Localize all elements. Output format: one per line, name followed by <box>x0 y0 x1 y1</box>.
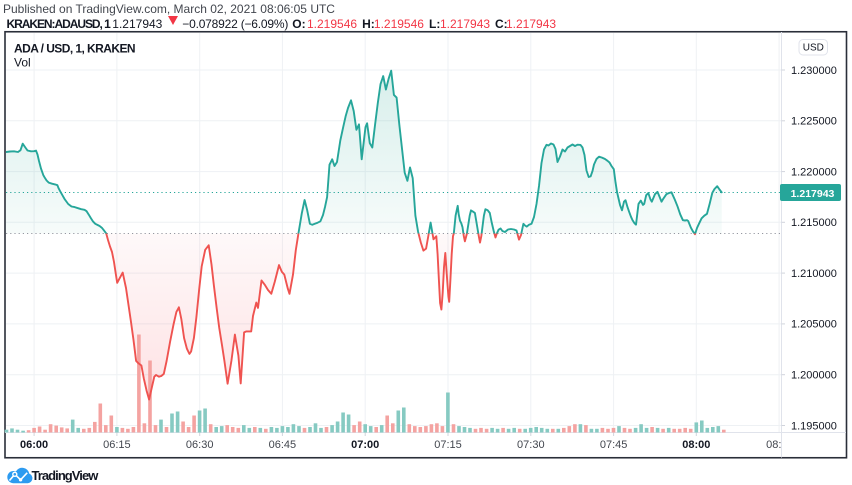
svg-text:1.195000: 1.195000 <box>791 420 837 432</box>
svg-text:06:45: 06:45 <box>269 439 297 451</box>
svg-text:06:15: 06:15 <box>103 439 131 451</box>
svg-text:USD: USD <box>803 43 824 54</box>
svg-text:07:15: 07:15 <box>434 439 462 451</box>
svg-text:1.220000: 1.220000 <box>791 166 837 178</box>
svg-text:TradingView: TradingView <box>32 468 100 483</box>
svg-text:1.215000: 1.215000 <box>791 217 837 229</box>
svg-text:1.205000: 1.205000 <box>791 319 837 331</box>
svg-text:1.225000: 1.225000 <box>791 116 837 128</box>
svg-text:Vol: Vol <box>14 56 31 70</box>
svg-text:07:00: 07:00 <box>351 439 379 451</box>
svg-text:ADA / USD, 1, KRAKEN: ADA / USD, 1, KRAKEN <box>14 42 135 56</box>
svg-text:07:45: 07:45 <box>600 439 628 451</box>
svg-text:1.217943: 1.217943 <box>791 188 835 200</box>
svg-text:08:: 08: <box>766 439 781 451</box>
svg-text:07:30: 07:30 <box>517 439 545 451</box>
svg-text:08:00: 08:00 <box>682 439 710 451</box>
svg-text:1.230000: 1.230000 <box>791 65 837 77</box>
svg-text:1.200000: 1.200000 <box>791 370 837 382</box>
svg-text:06:30: 06:30 <box>186 439 214 451</box>
svg-text:06:00: 06:00 <box>20 439 48 451</box>
svg-text:1.210000: 1.210000 <box>791 268 837 280</box>
